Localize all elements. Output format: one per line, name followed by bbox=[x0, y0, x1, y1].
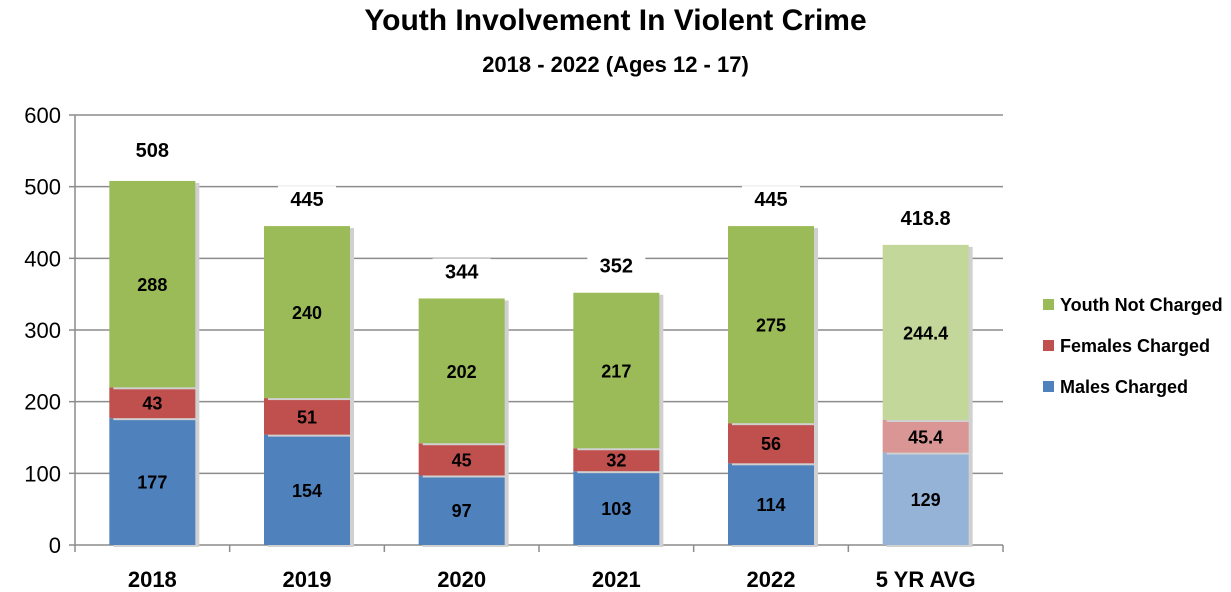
segment-value-label: 129 bbox=[911, 490, 941, 510]
bar-segment-females-charged bbox=[264, 398, 350, 435]
legend-label: Males Charged bbox=[1060, 377, 1188, 397]
bar-segment-males-charged bbox=[573, 471, 660, 545]
x-category-label: 2021 bbox=[592, 567, 641, 592]
segment-value-label: 240 bbox=[292, 303, 322, 323]
segment-value-label: 56 bbox=[761, 434, 781, 454]
bar-segment-youth-not-charged bbox=[264, 226, 350, 399]
bar-segment-males-charged bbox=[264, 434, 350, 545]
bar-segment-youth-not-charged bbox=[573, 292, 660, 449]
data-labels: 177 43 288 508 154 51 240 445 97 45 202 344 103 32 217… bbox=[123, 136, 955, 521]
y-tick-label: 0 bbox=[49, 533, 61, 558]
x-category-label: 5 YR AVG bbox=[876, 567, 976, 592]
total-label-bg bbox=[587, 252, 646, 279]
x-category-label: 2019 bbox=[283, 567, 332, 592]
axes: 0 100 200 300 400 500 600 2018 2019 2020 2021 2022 5… bbox=[24, 103, 1004, 592]
legend-swatch bbox=[1043, 299, 1054, 310]
segment-value-label: 114 bbox=[756, 495, 785, 515]
x-category-label: 2018 bbox=[128, 567, 177, 592]
total-value-label: 418.8 bbox=[901, 208, 951, 230]
total-label-bg bbox=[742, 186, 800, 213]
y-tick-label: 500 bbox=[24, 175, 61, 200]
segment-value-label: 45.4 bbox=[908, 427, 943, 447]
bar-segment-females-charged bbox=[109, 387, 196, 419]
segment-value-label: 154 bbox=[292, 481, 322, 501]
bar-segment-youth-not-charged bbox=[728, 226, 814, 424]
segment-value-label: 97 bbox=[452, 501, 472, 521]
bar-segment-females-charged bbox=[418, 443, 505, 476]
legend-swatch bbox=[1043, 381, 1054, 392]
total-label-bg bbox=[896, 204, 955, 231]
total-value-label: 445 bbox=[754, 189, 787, 211]
segment-value-label: 177 bbox=[137, 473, 167, 493]
total-value-label: 508 bbox=[136, 140, 169, 162]
bar-segment-youth-not-charged bbox=[882, 244, 969, 421]
segment-value-label: 217 bbox=[601, 361, 631, 381]
y-tick-label: 100 bbox=[24, 461, 61, 486]
x-category-label: 2022 bbox=[747, 567, 796, 592]
y-tick-label: 600 bbox=[24, 103, 61, 128]
gridlines bbox=[75, 114, 1003, 475]
segment-value-label: 103 bbox=[601, 499, 631, 519]
legend-label: Females Charged bbox=[1060, 336, 1210, 356]
bar-segment-females-charged bbox=[728, 423, 814, 464]
total-label-bg bbox=[123, 136, 182, 163]
bar-segment-males-charged bbox=[109, 418, 196, 545]
segment-value-label: 244.4 bbox=[903, 323, 948, 343]
segment-value-label: 45 bbox=[452, 450, 472, 470]
chart-title: Youth Involvement In Violent Crime bbox=[364, 4, 867, 37]
total-value-label: 445 bbox=[290, 189, 323, 211]
segment-value-label: 43 bbox=[142, 394, 162, 414]
chart-subtitle: 2018 - 2022 (Ages 12 - 17) bbox=[482, 52, 749, 77]
total-value-label: 344 bbox=[445, 261, 479, 283]
bar-segment-males-charged bbox=[418, 475, 505, 545]
bar-segment-youth-not-charged bbox=[109, 180, 196, 388]
bar-segment-males-charged bbox=[728, 463, 814, 545]
y-tick-label: 400 bbox=[24, 246, 61, 271]
total-label-bg bbox=[278, 186, 336, 213]
y-tick-label: 300 bbox=[24, 318, 61, 343]
total-label-bg bbox=[432, 258, 491, 285]
x-category-label: 2020 bbox=[437, 567, 486, 592]
y-tick-label: 200 bbox=[24, 390, 61, 415]
total-value-label: 352 bbox=[600, 256, 633, 278]
bar-segment-females-charged bbox=[882, 420, 969, 453]
bar-segment-females-charged bbox=[573, 448, 660, 472]
segment-value-label: 51 bbox=[297, 407, 317, 427]
bars bbox=[109, 180, 973, 547]
bar-segment-males-charged bbox=[882, 452, 969, 545]
legend: Youth Not Charged Females Charged Males Ch… bbox=[1043, 295, 1223, 397]
legend-swatch bbox=[1043, 340, 1054, 351]
segment-value-label: 275 bbox=[756, 316, 786, 336]
segment-value-label: 202 bbox=[447, 362, 477, 382]
segment-value-label: 32 bbox=[606, 451, 626, 471]
bar-segment-youth-not-charged bbox=[418, 298, 505, 444]
legend-label: Youth Not Charged bbox=[1060, 295, 1223, 315]
segment-value-label: 288 bbox=[137, 275, 167, 295]
